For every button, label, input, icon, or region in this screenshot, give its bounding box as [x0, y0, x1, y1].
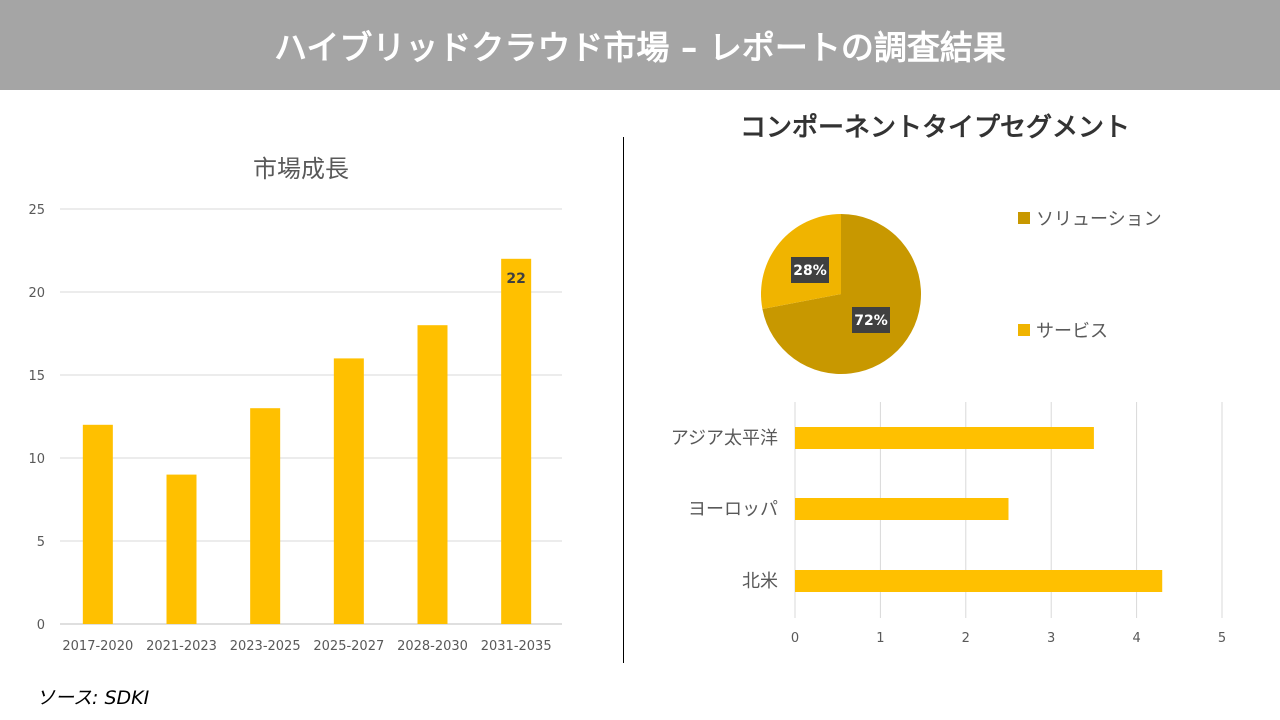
legend-label: ソリューション	[1036, 209, 1162, 230]
legend-swatch	[1018, 324, 1030, 336]
x-tick-label: 2021-2023	[146, 639, 217, 654]
y-tick-label: 25	[28, 203, 45, 218]
x-tick-label: 2017-2020	[62, 639, 133, 654]
x-tick-label: 3	[1047, 631, 1055, 646]
x-tick-label: 2025-2027	[313, 639, 384, 654]
data-label-box	[852, 307, 890, 333]
bar-北米	[795, 570, 1163, 592]
y-tick-label: 15	[28, 369, 45, 384]
x-tick-label: 2028-2030	[397, 639, 468, 654]
page-title: ハイブリッドクラウド市場 – レポートの調査結果	[0, 0, 1280, 90]
data-label-box	[791, 257, 829, 283]
x-tick-label: 5	[1218, 631, 1226, 646]
column-chart-title: 市場成長	[253, 155, 349, 183]
y-tick-label: 0	[37, 618, 45, 633]
bar-2025-2027	[333, 358, 364, 624]
data-label: 28%	[793, 263, 827, 279]
y-tick-label: 5	[37, 535, 45, 550]
bar-2028-2030	[417, 325, 448, 624]
source-note: ソース: SDKI	[36, 687, 150, 709]
legend-label: サービス	[1036, 321, 1108, 342]
x-tick-label: 1	[876, 631, 884, 646]
divider	[623, 137, 624, 663]
y-tick-label: 20	[28, 286, 45, 301]
bar-2031-2035	[501, 258, 532, 624]
bar-ヨーロッパ	[795, 498, 1009, 520]
bar-アジア太平洋	[795, 427, 1094, 449]
bar-2021-2023	[166, 474, 197, 624]
y-category-label: アジア太平洋	[671, 428, 778, 449]
y-category-label: 北米	[742, 571, 778, 592]
x-tick-label: 2023-2025	[230, 639, 301, 654]
data-label: 22	[506, 271, 525, 287]
x-tick-label: 2031-2035	[481, 639, 552, 654]
x-tick-label: 2	[962, 631, 970, 646]
bar-2017-2020	[82, 424, 113, 624]
pie-chart-title: コンポーネントタイプセグメント	[739, 113, 1130, 143]
y-category-label: ヨーロッパ	[688, 499, 778, 520]
x-tick-label: 0	[791, 631, 799, 646]
data-label: 72%	[854, 313, 888, 329]
y-tick-label: 10	[28, 452, 45, 467]
x-tick-label: 4	[1132, 631, 1140, 646]
bar-2023-2025	[250, 408, 281, 624]
legend-swatch	[1018, 212, 1030, 224]
pie-slice-ソリューション	[762, 214, 922, 374]
